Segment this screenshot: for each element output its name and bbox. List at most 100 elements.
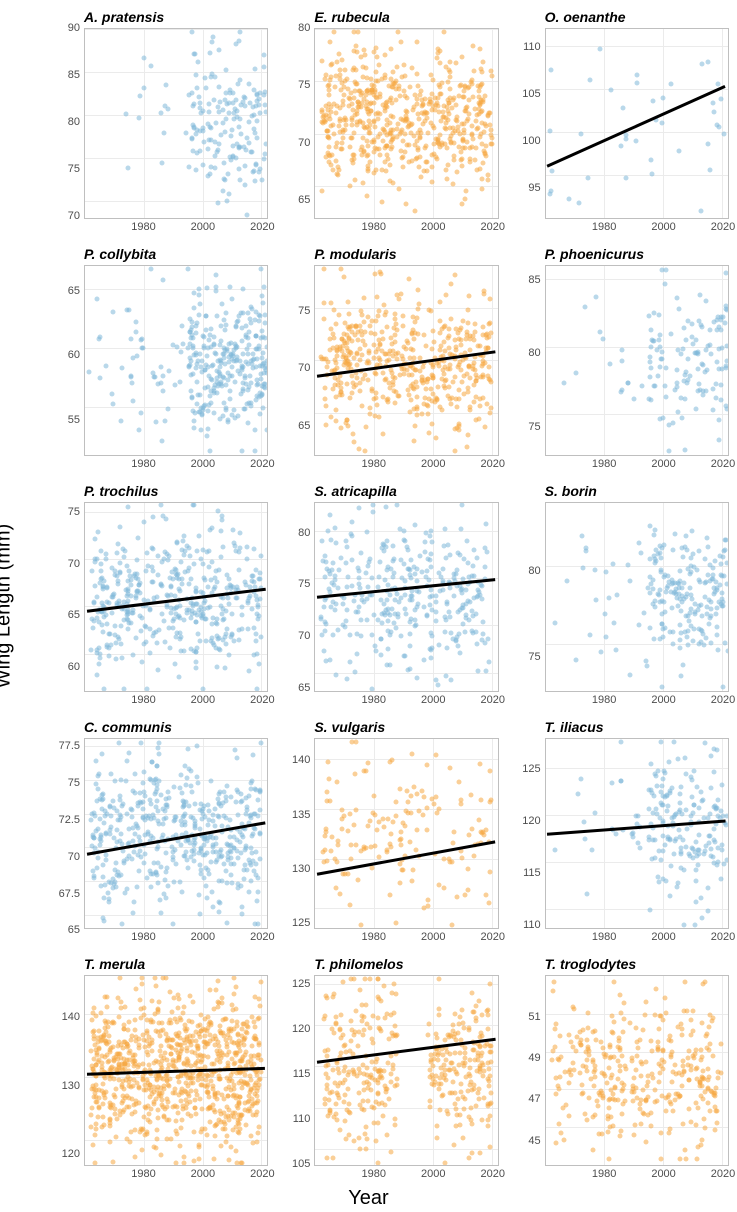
data-point [150, 1049, 155, 1054]
data-point [224, 1133, 229, 1138]
data-point [178, 880, 183, 885]
data-point [711, 387, 716, 392]
data-point [618, 740, 623, 745]
data-point [460, 602, 465, 607]
data-point [139, 411, 144, 416]
data-point [334, 159, 339, 164]
data-point [439, 92, 444, 97]
data-point [167, 1062, 172, 1067]
data-point [401, 164, 406, 169]
data-point [230, 1007, 235, 1012]
data-point [158, 111, 163, 116]
data-point [246, 600, 251, 605]
gridline-h [85, 115, 267, 116]
data-point [253, 67, 258, 72]
data-point [703, 594, 708, 599]
x-ticks: 198020002020 [314, 219, 498, 235]
data-point [232, 543, 237, 548]
data-point [188, 783, 193, 788]
data-point [414, 579, 419, 584]
data-point [215, 978, 220, 983]
data-point [460, 202, 465, 207]
data-point [717, 438, 722, 443]
data-point [228, 834, 233, 839]
data-point [370, 865, 375, 870]
y-tick-label: 70 [298, 137, 310, 149]
data-point [428, 631, 433, 636]
data-point [466, 320, 471, 325]
figure: Wing Length (mm) Year A. pratensis707580… [0, 0, 737, 1212]
data-point [186, 866, 191, 871]
data-point [451, 1079, 456, 1084]
data-point [459, 588, 464, 593]
data-point [216, 141, 221, 146]
data-point [722, 321, 727, 326]
data-point [481, 161, 486, 166]
gridline-v [663, 503, 664, 692]
data-point [162, 878, 167, 883]
data-point [232, 639, 237, 644]
data-point [705, 909, 710, 914]
data-point [234, 549, 239, 554]
data-point [684, 337, 689, 342]
data-point [338, 555, 343, 560]
panel-body: 6567.57072.57577.5198020002020 [48, 738, 268, 945]
data-point [224, 1140, 229, 1145]
panel-title: P. phoenicurus [509, 245, 729, 265]
data-point [111, 310, 116, 315]
data-point [179, 324, 184, 329]
data-point [136, 582, 141, 587]
data-point [483, 893, 488, 898]
data-point [189, 29, 194, 34]
data-point [479, 1117, 484, 1122]
data-point [627, 578, 632, 583]
data-point [553, 620, 558, 625]
x-tick-label: 2000 [191, 458, 215, 470]
data-point [469, 990, 474, 995]
data-point [587, 77, 592, 82]
data-point [465, 445, 470, 450]
data-point [674, 884, 679, 889]
data-point [465, 307, 470, 312]
data-point [250, 113, 255, 118]
data-point [129, 375, 134, 380]
data-point [445, 599, 450, 604]
data-point [250, 579, 255, 584]
data-point [438, 574, 443, 579]
x-tick-label: 2020 [250, 931, 274, 943]
data-point [172, 566, 177, 571]
y-tick-label: 65 [298, 682, 310, 694]
data-point [688, 585, 693, 590]
data-point [370, 389, 375, 394]
data-point [354, 843, 359, 848]
data-point [385, 359, 390, 364]
data-point [142, 1006, 147, 1011]
data-point [148, 267, 153, 272]
data-point [209, 327, 214, 332]
data-point [382, 52, 387, 57]
data-point [659, 857, 664, 862]
plot-wrap: 198020002020 [545, 28, 729, 235]
trend-line [547, 85, 726, 167]
data-point [194, 619, 199, 624]
data-point [181, 1061, 186, 1066]
data-point [463, 893, 468, 898]
data-point [213, 824, 218, 829]
data-point [175, 1075, 180, 1080]
data-point [456, 632, 461, 637]
data-point [407, 620, 412, 625]
data-point [210, 1083, 215, 1088]
data-point [722, 547, 727, 552]
data-point [365, 100, 370, 105]
data-point [256, 1041, 261, 1046]
data-point [408, 810, 413, 815]
data-point [221, 638, 226, 643]
data-point [711, 805, 716, 810]
data-point [198, 149, 203, 154]
data-point [93, 1133, 98, 1138]
plot-area [545, 265, 729, 456]
data-point [89, 1105, 94, 1110]
data-point [169, 1051, 174, 1056]
data-point [684, 533, 689, 538]
data-point [250, 753, 255, 758]
